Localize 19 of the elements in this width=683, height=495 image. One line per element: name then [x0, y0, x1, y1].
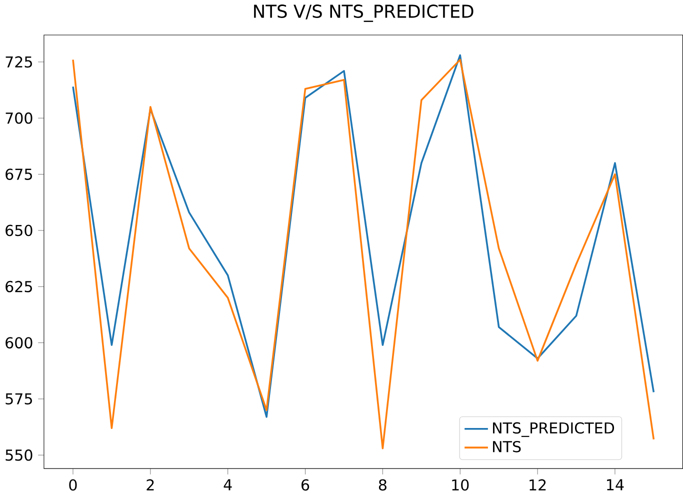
- y-tick-label: 600: [6, 336, 32, 348]
- x-tick-label: 8: [378, 479, 386, 491]
- x-tick-label: 2: [146, 479, 154, 490]
- x-tick-label: 14: [607, 479, 624, 490]
- legend-label: NTS: [493, 440, 521, 452]
- legend-label: NTS_PREDICTED: [493, 422, 614, 437]
- x-tick-label: 12: [530, 479, 546, 490]
- y-tick-label: 650: [6, 224, 32, 236]
- y-tick-label: 575: [6, 393, 32, 404]
- x-tick-label: 10: [452, 479, 469, 491]
- y-tick-label: 700: [6, 112, 32, 124]
- x-tick-label: 6: [302, 479, 310, 491]
- y-tick-label: 675: [6, 168, 32, 180]
- chart-title: NTS V/S NTS_PREDICTED: [254, 4, 474, 22]
- x-tick-label: 4: [224, 479, 232, 490]
- y-tick-label: 725: [6, 56, 32, 68]
- y-tick-label: 550: [6, 449, 32, 461]
- x-tick-label: 0: [69, 479, 77, 491]
- y-tick-label: 625: [6, 280, 32, 292]
